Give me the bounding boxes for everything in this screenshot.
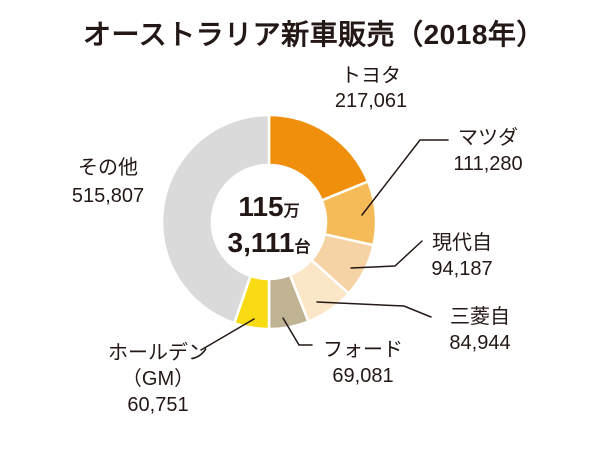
label-holden-name-line2: （GM） <box>121 368 195 390</box>
leader-line-ford <box>282 317 313 346</box>
label-holden: ホールデン （GM） 60,751 <box>108 340 208 418</box>
label-mitsubishi-name: 三菱自 <box>449 306 510 328</box>
donut-center-total: 115万 3,111台 <box>228 191 311 263</box>
center-total-line1: 115万 <box>228 191 311 227</box>
donut-slices <box>160 113 378 331</box>
leader-line-mazda <box>361 139 449 216</box>
center-total-number-2: 3,111 <box>227 227 295 258</box>
chart-title: オーストラリア新車販売（2018年） <box>83 19 545 50</box>
leader-line-hyundai <box>350 240 423 269</box>
label-ford-value: 69,081 <box>332 365 394 387</box>
label-mitsubishi: 三菱自 84,944 <box>449 304 510 356</box>
label-mazda-name: マツダ <box>457 127 518 149</box>
label-toyota: トヨタ 217,061 <box>335 64 407 114</box>
label-toyota-name: トヨタ <box>340 65 401 87</box>
leader-lines <box>200 139 449 351</box>
label-others: その他 515,807 <box>72 154 144 210</box>
label-others-value: 515,807 <box>71 185 145 207</box>
label-others-name: その他 <box>77 157 138 179</box>
center-total-number-1: 115 <box>238 191 284 222</box>
label-ford-name: フォード <box>323 339 403 361</box>
label-toyota-value: 217,061 <box>334 90 408 112</box>
label-ford: フォード 69,081 <box>323 337 403 389</box>
label-mazda: マツダ 111,280 <box>453 125 522 177</box>
leader-line-mitsubishi <box>316 301 432 318</box>
center-total-line2: 3,111台 <box>228 227 311 263</box>
center-total-unit-1: 万 <box>283 203 300 220</box>
label-hyundai-value: 94,187 <box>431 258 493 280</box>
label-mitsubishi-value: 84,944 <box>449 332 511 354</box>
leader-line-holden <box>200 318 255 351</box>
label-holden-name-line1: ホールデン <box>108 342 208 364</box>
label-mazda-value: 111,280 <box>453 153 523 175</box>
center-total-unit-2: 台 <box>294 239 311 256</box>
pie-slice-7 <box>160 113 271 325</box>
label-hyundai-name: 現代自 <box>431 232 492 254</box>
label-hyundai: 現代自 94,187 <box>431 230 492 282</box>
label-holden-value: 60,751 <box>127 394 189 416</box>
